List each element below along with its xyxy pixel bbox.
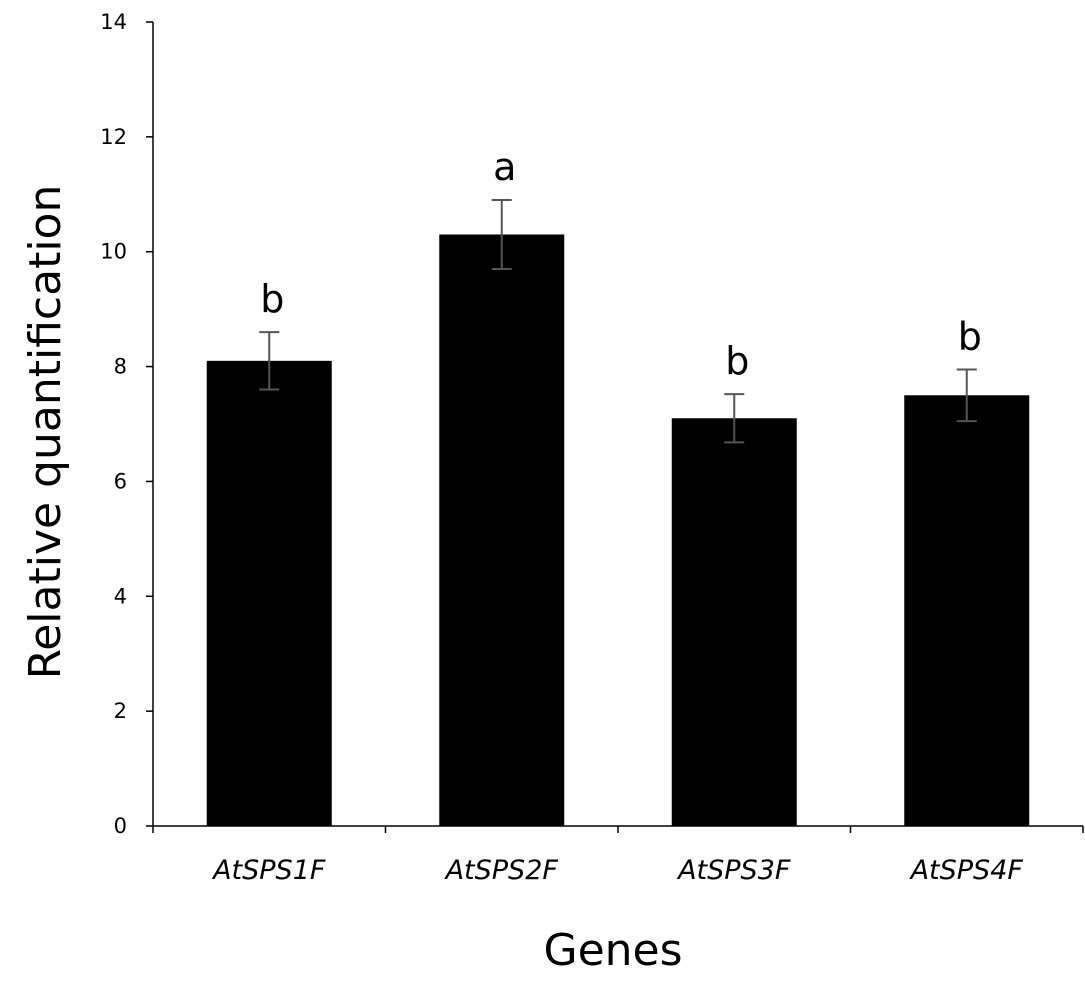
y-tick-label: 14 (100, 10, 127, 34)
error-bars (259, 199, 977, 444)
bar (671, 418, 797, 826)
y-tick-label: 0 (114, 814, 127, 838)
x-axis-title: Genes (543, 925, 682, 976)
y-tick-label: 2 (114, 699, 127, 723)
significance-label: a (493, 145, 516, 189)
category-label: AtSPS2F (444, 855, 559, 886)
y-tick-label: 12 (100, 125, 127, 149)
bars (206, 234, 1030, 826)
significance-label: b (260, 277, 284, 321)
y-tick-label: 8 (114, 355, 127, 379)
category-label: AtSPS4F (909, 855, 1024, 886)
category-label: AtSPS1F (211, 855, 326, 886)
significance-label: b (725, 339, 749, 383)
y-tick-label: 10 (100, 240, 127, 264)
category-label: AtSPS3F (676, 855, 791, 886)
bar (904, 395, 1030, 826)
y-tick-label: 6 (114, 469, 127, 493)
significance-label: b (958, 314, 982, 358)
bar (439, 234, 565, 826)
bar (206, 360, 332, 826)
y-axis-title: Relative quantification (20, 185, 71, 680)
labels: b AtSPS1F a AtSPS2F b AtSPS3F b AtSPS4F (211, 145, 1023, 886)
y-tick-label: 4 (114, 584, 127, 608)
